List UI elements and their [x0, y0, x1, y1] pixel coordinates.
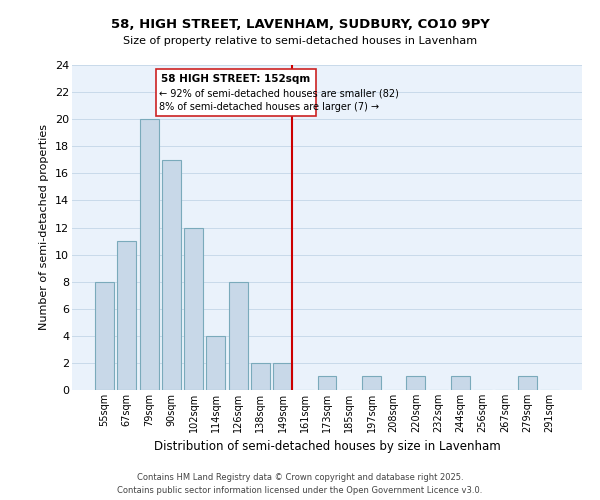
Bar: [362, 376, 381, 390]
Bar: [140, 119, 158, 390]
Text: 58 HIGH STREET: 152sqm: 58 HIGH STREET: 152sqm: [161, 74, 310, 85]
Bar: [118, 241, 136, 390]
Bar: [317, 376, 337, 390]
Bar: [184, 228, 203, 390]
Bar: [518, 376, 536, 390]
Text: Contains HM Land Registry data © Crown copyright and database right 2025.
Contai: Contains HM Land Registry data © Crown c…: [118, 474, 482, 495]
Text: 58, HIGH STREET, LAVENHAM, SUDBURY, CO10 9PY: 58, HIGH STREET, LAVENHAM, SUDBURY, CO10…: [110, 18, 490, 30]
Text: 8% of semi-detached houses are larger (7) →: 8% of semi-detached houses are larger (7…: [159, 102, 379, 112]
Y-axis label: Number of semi-detached properties: Number of semi-detached properties: [40, 124, 49, 330]
Bar: [273, 363, 292, 390]
Bar: [95, 282, 114, 390]
Bar: [229, 282, 248, 390]
Text: ← 92% of semi-detached houses are smaller (82): ← 92% of semi-detached houses are smalle…: [159, 88, 399, 99]
Bar: [451, 376, 470, 390]
Bar: [162, 160, 181, 390]
Text: Size of property relative to semi-detached houses in Lavenham: Size of property relative to semi-detach…: [123, 36, 477, 46]
Bar: [406, 376, 425, 390]
Bar: [206, 336, 225, 390]
X-axis label: Distribution of semi-detached houses by size in Lavenham: Distribution of semi-detached houses by …: [154, 440, 500, 454]
Bar: [251, 363, 270, 390]
FancyBboxPatch shape: [156, 69, 316, 116]
